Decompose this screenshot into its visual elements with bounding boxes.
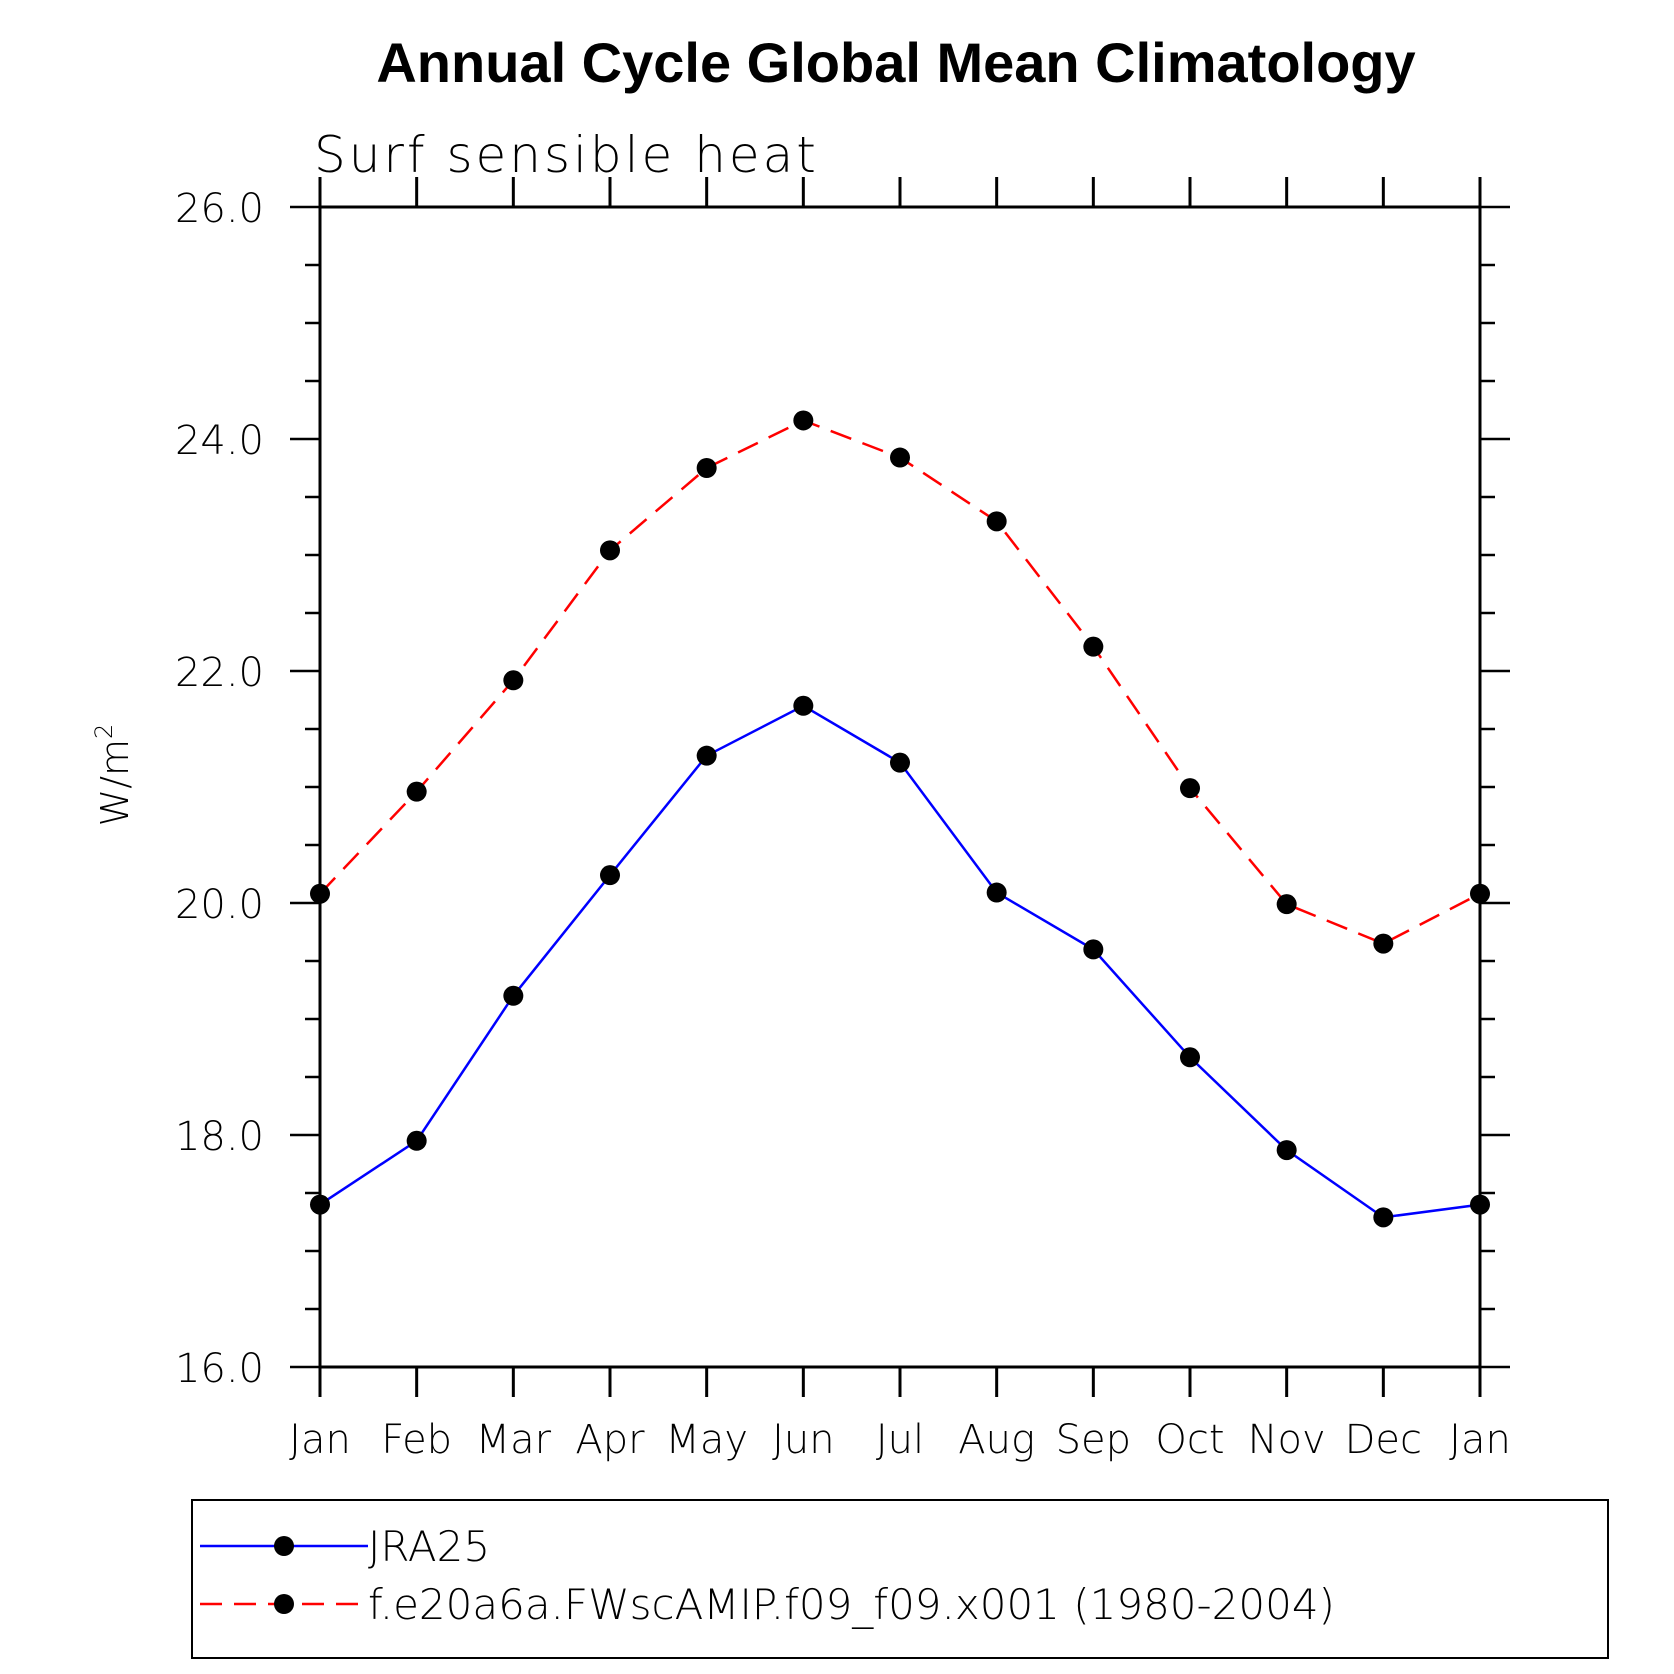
data-point [406, 781, 427, 802]
x-tick-label: Jul [876, 1417, 924, 1463]
data-point [793, 695, 814, 716]
legend: JRA25 f.e20a6a.FWscAMIP.f09_f09.x001 (198… [191, 1499, 1609, 1659]
x-tick-label: Jan [1449, 1417, 1511, 1463]
data-point [696, 458, 717, 478]
axis-ticks [290, 177, 1510, 1397]
legend-box [191, 1499, 1609, 1659]
x-tick-label: Jun [772, 1417, 835, 1463]
data-point [310, 883, 330, 904]
chart-title: Annual Cycle Global Mean Climatology [376, 31, 1415, 94]
plot-border [318, 205, 1482, 1369]
series-line-1 [319, 704, 1481, 1219]
y-tick-label: 26.0 [175, 186, 264, 232]
data-point [1470, 883, 1490, 904]
data-point [1180, 1047, 1200, 1068]
svg-text:W/m2: W/m2 [90, 724, 137, 827]
series-lines [319, 419, 1481, 1219]
data-point [890, 752, 910, 773]
legend-marker-2 [274, 1594, 294, 1614]
data-point [310, 1194, 330, 1215]
data-point [696, 745, 717, 766]
legend-label-2: f.e20a6a.FWscAMIP.f09_f09.x001 (1980-200… [368, 1580, 1335, 1629]
x-tick-label: Apr [575, 1417, 645, 1463]
y-tick-label: 18.0 [175, 1114, 264, 1160]
data-point [1276, 894, 1297, 915]
x-tick-label: May [665, 1417, 748, 1463]
data-point [503, 670, 524, 691]
data-point [1373, 933, 1394, 954]
chart-subtitle: Surf sensible heat [314, 126, 819, 184]
plot-frame [318, 205, 1482, 1369]
y-tick-label: 22.0 [175, 650, 264, 696]
y-axis-label-text: W/m [93, 739, 137, 826]
data-point [600, 540, 620, 561]
y-axis-label: W/m2 [90, 724, 137, 827]
data-point [406, 1130, 427, 1151]
data-point [1373, 1207, 1394, 1228]
x-tick-label: Feb [381, 1417, 452, 1463]
data-point [986, 882, 1007, 903]
x-tick-label: Aug [958, 1417, 1035, 1463]
legend-marker-1 [274, 1536, 294, 1556]
series-line-2 [319, 419, 1481, 945]
data-point [1180, 778, 1200, 799]
x-tick-label: Oct [1155, 1417, 1224, 1463]
data-point [986, 511, 1007, 532]
x-tick-label: Dec [1345, 1417, 1422, 1463]
x-tick-label: Jan [289, 1417, 351, 1463]
tick-labels: Jan Feb Mar Apr May Jun Jul Aug Sep Oct Nov Dec Jan 1… [175, 186, 1511, 1463]
data-point [1276, 1140, 1297, 1161]
data-point [503, 985, 524, 1006]
x-tick-label: Mar [476, 1417, 552, 1463]
y-tick-label: 20.0 [175, 882, 264, 928]
x-tick-label: Nov [1248, 1417, 1326, 1463]
series-markers [310, 410, 1490, 1228]
data-point [1083, 939, 1104, 960]
legend-label-1: JRA25 [368, 1522, 490, 1571]
y-tick-label: 16.0 [175, 1346, 264, 1392]
data-point [1083, 636, 1104, 657]
y-axis-label-superscript: 2 [90, 724, 118, 739]
data-point [600, 865, 620, 886]
x-tick-label: Sep [1056, 1417, 1131, 1463]
data-point [793, 410, 814, 431]
y-tick-label: 24.0 [175, 418, 264, 464]
data-point [890, 447, 910, 468]
data-point [1470, 1194, 1490, 1215]
